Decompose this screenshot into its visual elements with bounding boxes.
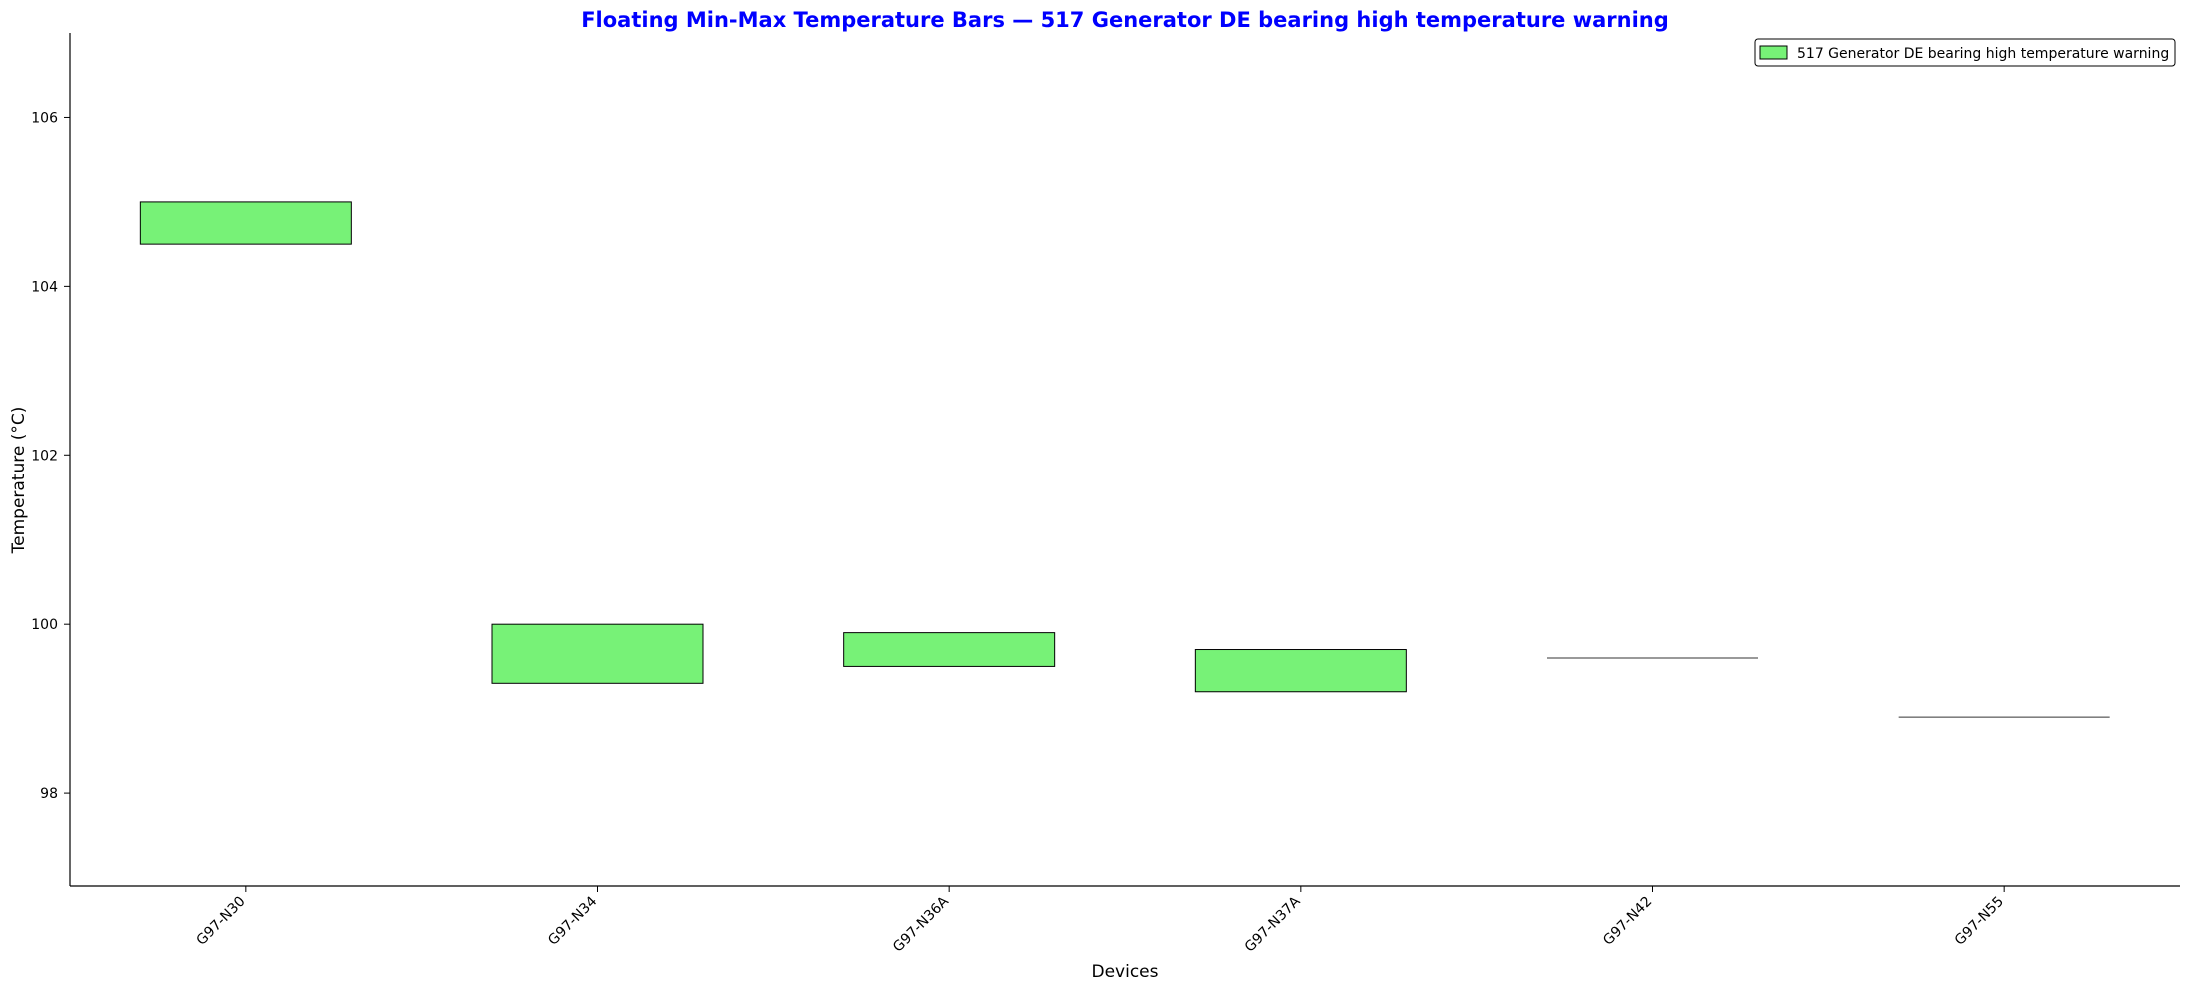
x-tick-label: G97-N55 — [1952, 894, 2007, 949]
range-bar-G97-N30 — [139, 201, 352, 245]
chart-title: Floating Min-Max Temperature Bars — 517 … — [581, 8, 1669, 32]
x-tick-label: G97-N34 — [545, 893, 600, 948]
y-tick-label: 102 — [31, 448, 58, 464]
legend-swatch — [1759, 45, 1788, 60]
legend-frame — [1754, 38, 2176, 67]
x-tick-label: G97-N36A — [890, 893, 952, 955]
y-tick-label: 106 — [31, 110, 58, 126]
y-tick-label: 98 — [40, 786, 58, 802]
range-bar-G97-N37A — [1194, 649, 1407, 693]
range-bar-G97-N36A — [843, 632, 1056, 667]
y-axis-label: Temperature (°C) — [9, 407, 29, 555]
x-tick-label: G97-N37A — [1242, 893, 1304, 955]
y-tick-label: 104 — [31, 279, 58, 295]
legend: 517 Generator DE bearing high temperatur… — [1754, 38, 2176, 67]
legend-label: 517 Generator DE bearing high temperatur… — [1797, 46, 2169, 62]
plot-area: 98 100 102 104 106 G97-N30 G97-N34 G97-N36A G97-… — [31, 33, 2180, 955]
y-tick-label: 100 — [31, 617, 58, 633]
x-tick-label: G97-N30 — [193, 894, 248, 949]
x-tick-label: G97-N42 — [1600, 894, 1655, 949]
range-bar-G97-N34 — [491, 623, 704, 684]
x-axis-label: Devices — [1092, 962, 1159, 982]
